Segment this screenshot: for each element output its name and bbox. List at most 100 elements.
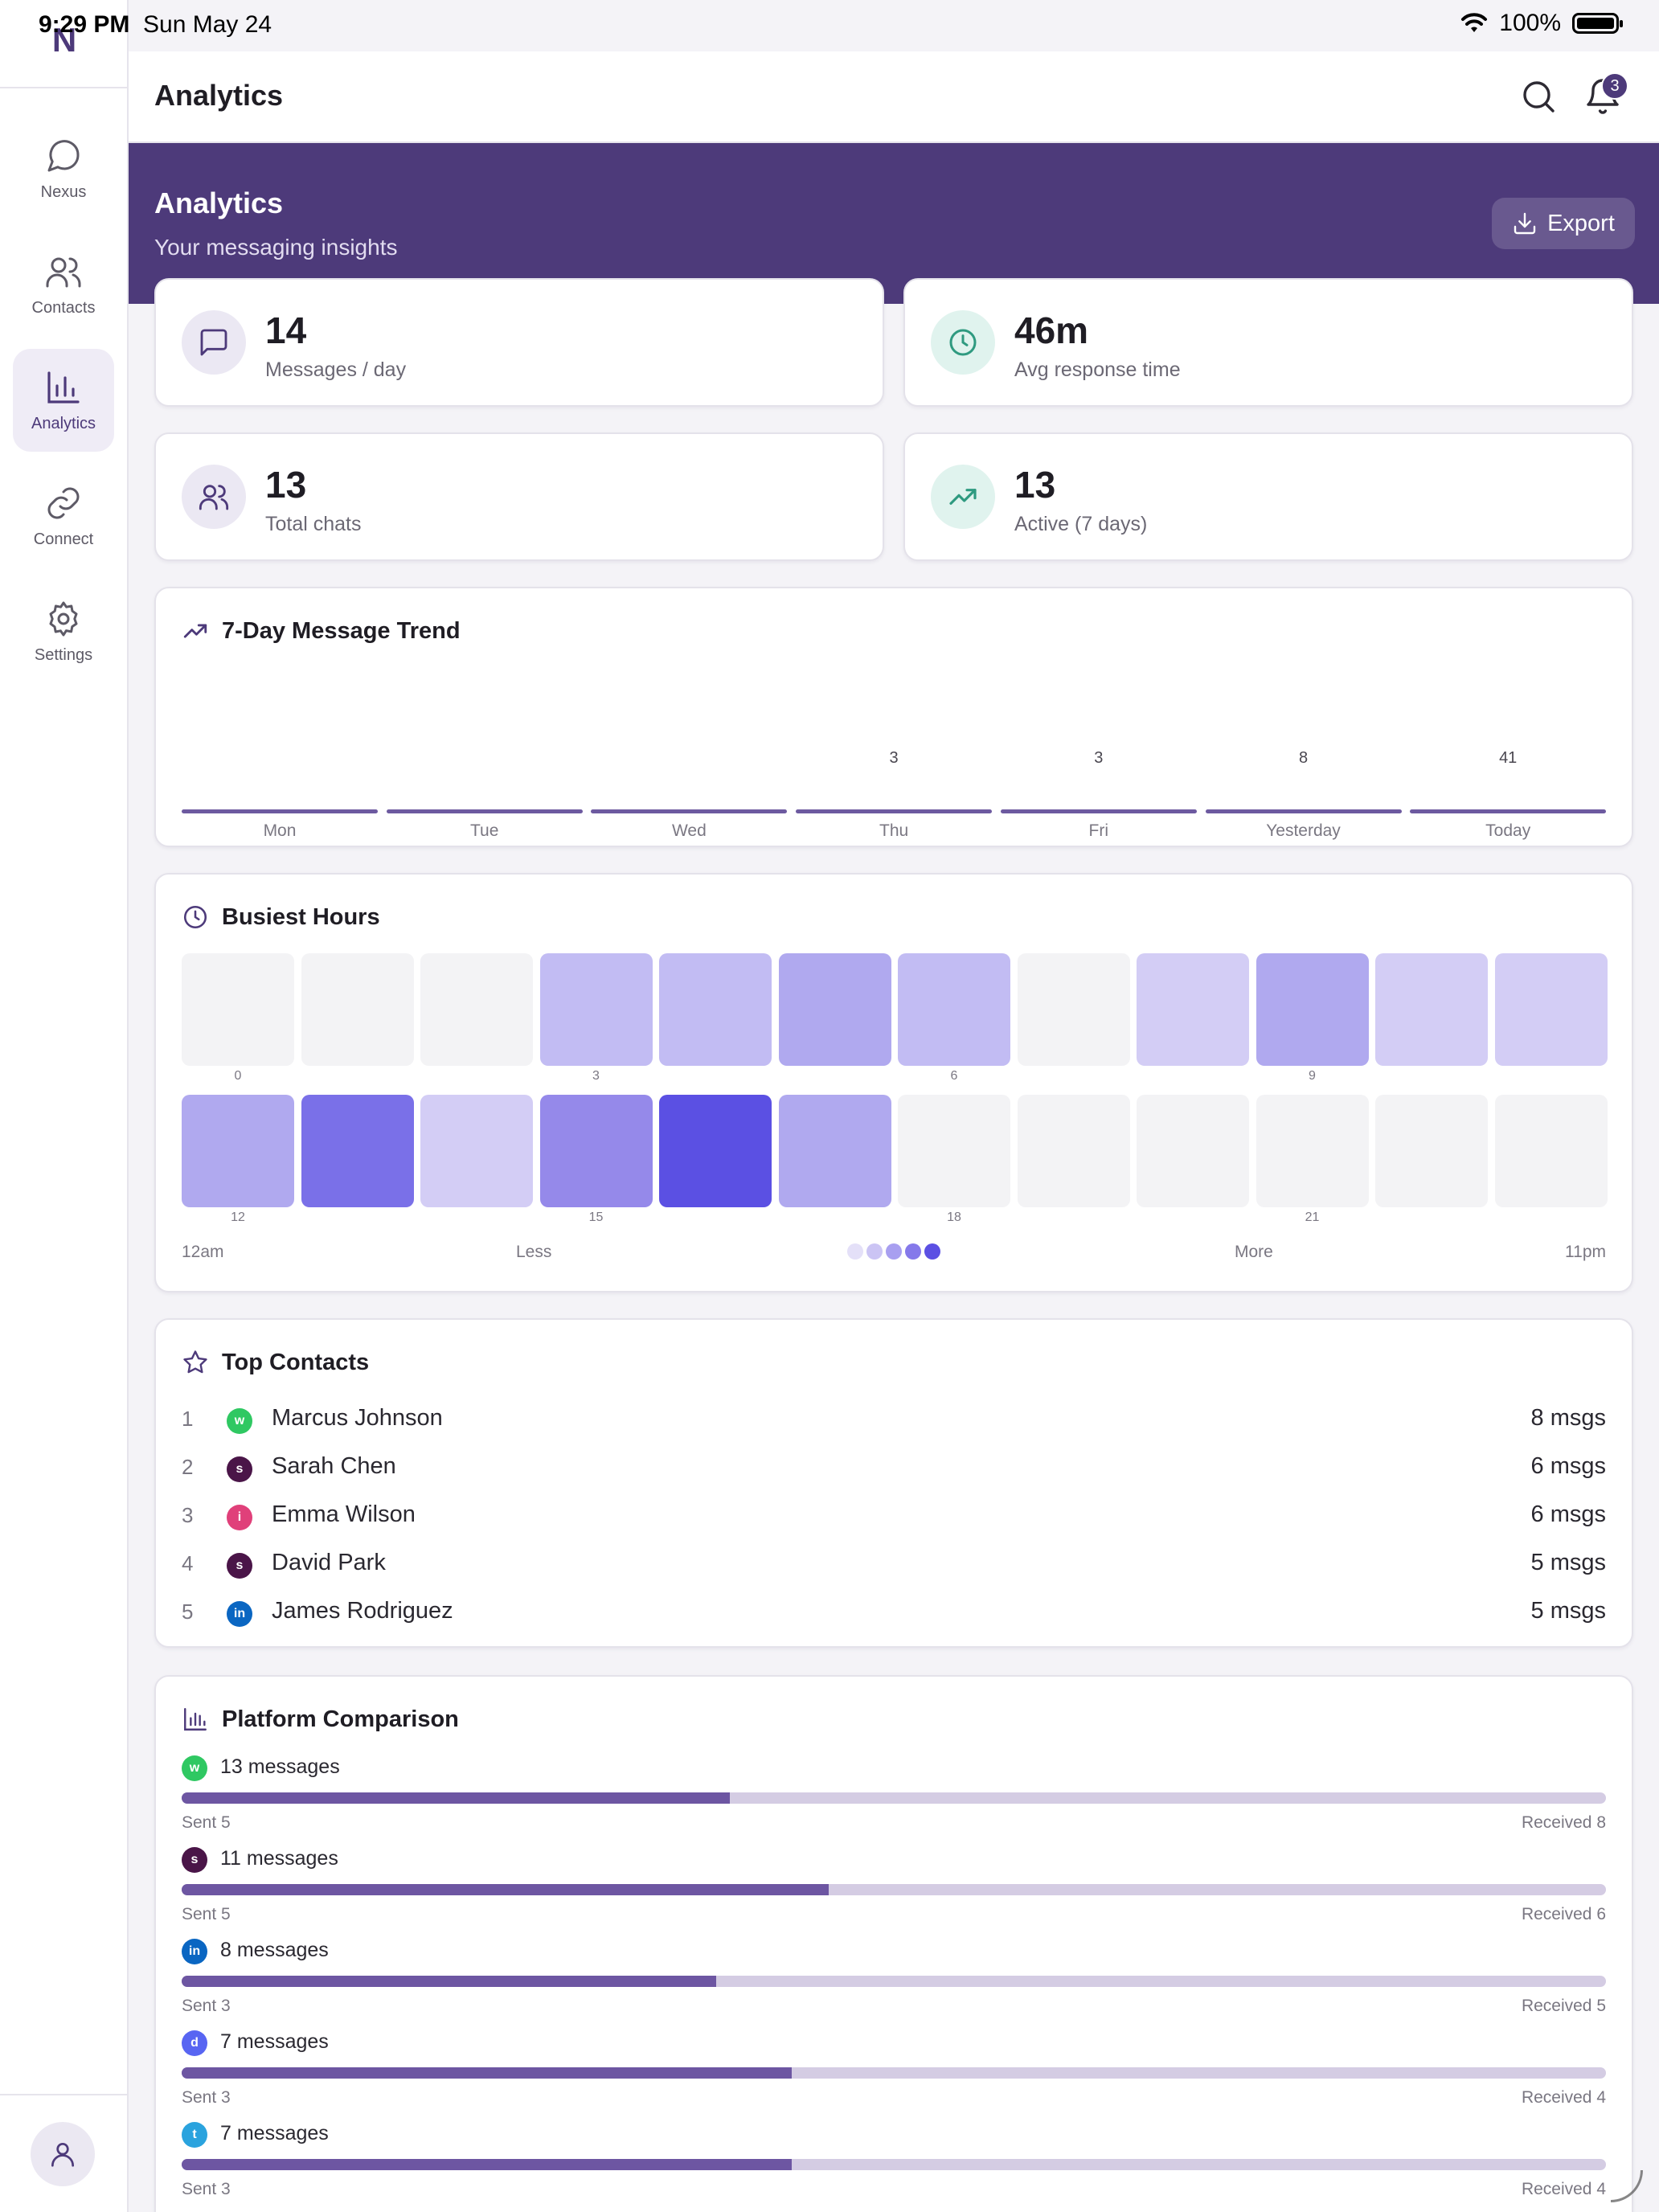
status-right: 100% [1460, 10, 1623, 37]
page-title: Analytics [154, 79, 284, 112]
contact-rank: 2 [182, 1455, 194, 1479]
sidebar-item-analytics[interactable]: Analytics [13, 349, 114, 452]
sent-label: Sent 5 [182, 1905, 231, 1923]
profile-button[interactable] [31, 2122, 95, 2186]
legend-dot [847, 1243, 863, 1260]
legend-dot [886, 1243, 902, 1260]
stat-card-active-7-days: 13 Active (7 days) [903, 432, 1633, 561]
contact-name: Sarah Chen [272, 1453, 396, 1479]
trend-day-label: Yesterday [1266, 821, 1341, 840]
sent-label: Sent 3 [182, 1997, 231, 2015]
trend-day-label: Wed [671, 821, 707, 840]
contact-rank: 5 [182, 1600, 194, 1624]
gear-icon [49, 601, 78, 636]
hour-tick-label: 3 [592, 1069, 600, 1083]
notification-badge: 3 [1601, 72, 1628, 100]
platform-row: d 7 messages Sent 3 Received 4 [182, 2030, 1606, 2119]
trend-day-column: 41 Today [1410, 749, 1607, 840]
hour-cell [659, 953, 772, 1066]
platform-badge: d [182, 2030, 207, 2056]
platform-badge: w [227, 1408, 252, 1434]
contact-message-count: 5 msgs [1530, 1550, 1606, 1575]
hour-cell [420, 953, 533, 1066]
contact-row[interactable]: 5 in James Rodriguez 5 msgs [182, 1590, 1606, 1638]
platform-ratio-bar [182, 2067, 1606, 2079]
scroll-handle[interactable] [1611, 2170, 1643, 2202]
hour-cell [539, 953, 653, 1066]
contact-message-count: 6 msgs [1530, 1501, 1606, 1527]
hour-cell [1494, 1095, 1608, 1207]
trend-day-column: 3 Thu [796, 749, 993, 840]
contact-name: James Rodriguez [272, 1598, 453, 1624]
stat-value: 46m [1014, 309, 1089, 351]
contact-row[interactable]: 2 s Sarah Chen 6 msgs [182, 1445, 1606, 1493]
people-icon [199, 485, 229, 510]
wifi-icon [1461, 13, 1488, 32]
platform-row: w 13 messages Sent 5 Received 8 [182, 1755, 1606, 1844]
contact-message-count: 6 msgs [1530, 1453, 1606, 1479]
status-time: 9:29 PM [39, 11, 130, 38]
sidebar-item-connect[interactable]: Connect [13, 465, 114, 567]
hour-cell [1017, 1095, 1130, 1207]
bar-chart-icon [184, 1708, 207, 1731]
battery-icon [1572, 13, 1623, 34]
contact-name: Emma Wilson [272, 1501, 416, 1527]
platform-comparison-card: Platform Comparison w 13 messages Sent 5 Re… [154, 1675, 1633, 2212]
export-label: Export [1547, 210, 1615, 236]
hour-cell [778, 953, 891, 1066]
hour-cell [898, 1095, 1010, 1207]
platform-row: t 7 messages Sent 3 Received 4 [182, 2122, 1606, 2210]
sent-fill [182, 1976, 716, 1987]
hour-tick-label: 18 [947, 1210, 961, 1224]
contact-row[interactable]: 3 i Emma Wilson 6 msgs [182, 1493, 1606, 1542]
sidebar-item-label: Nexus [40, 182, 87, 201]
received-label: Received 4 [1521, 2180, 1606, 2198]
stat-icon-wrap [182, 465, 246, 529]
contact-rank: 4 [182, 1551, 194, 1575]
status-bar: 9:29 PM Sun May 24 100% [0, 0, 1659, 51]
banner-subtitle: Your messaging insights [154, 235, 398, 260]
trend-day-value: 8 [1298, 749, 1309, 767]
hour-cell [182, 953, 294, 1066]
legend-dot [924, 1243, 940, 1260]
hour-cell [1137, 1095, 1249, 1207]
sent-label: Sent 5 [182, 1813, 231, 1832]
export-button[interactable]: Export [1492, 198, 1635, 249]
hour-cell [898, 953, 1010, 1066]
people-icon [46, 257, 81, 287]
trending-up-icon [183, 624, 207, 638]
hour-tick-label: 0 [234, 1069, 242, 1083]
search-icon[interactable] [1519, 77, 1558, 116]
contact-message-count: 8 msgs [1530, 1405, 1606, 1431]
trend-day-column: Wed [591, 749, 788, 840]
end-label: 11pm [1565, 1243, 1606, 1261]
contact-row[interactable]: 4 s David Park 5 msgs [182, 1542, 1606, 1590]
contact-row[interactable]: 1 w Marcus Johnson 8 msgs [182, 1397, 1606, 1445]
trending-up-icon [949, 489, 977, 505]
battery-percent: 100% [1499, 10, 1561, 36]
contact-name: Marcus Johnson [272, 1405, 443, 1431]
top-bar: Analytics 3 [129, 51, 1659, 143]
sent-fill [182, 2067, 793, 2079]
platform-badge: s [227, 1456, 252, 1482]
trend-day-bar [1410, 809, 1607, 813]
platform-total: 7 messages [220, 2030, 329, 2053]
sidebar-item-contacts[interactable]: Contacts [13, 233, 114, 336]
card-title: Top Contacts [182, 1349, 369, 1376]
hour-tick-label: 6 [950, 1069, 958, 1083]
hour-cell [301, 953, 414, 1066]
stat-card-total-chats: 13 Total chats [154, 432, 884, 561]
stat-icon-wrap [182, 310, 246, 375]
sidebar-item-settings[interactable]: Settings [13, 580, 114, 683]
trend-day-bar [796, 809, 993, 813]
hour-cell [1256, 1095, 1369, 1207]
sidebar-item-nexus[interactable]: Nexus [13, 117, 114, 220]
more-label: More [1235, 1243, 1273, 1261]
hour-tick-label: 9 [1309, 1069, 1316, 1083]
stat-card-messages-per-day: 14 Messages / day [154, 278, 884, 407]
sidebar-item-label: Connect [33, 530, 94, 548]
platform-badge: in [182, 1939, 207, 1964]
stat-value: 13 [1014, 464, 1056, 506]
trend-day-value: 3 [1094, 749, 1104, 767]
card-title: Busiest Hours [182, 903, 380, 931]
